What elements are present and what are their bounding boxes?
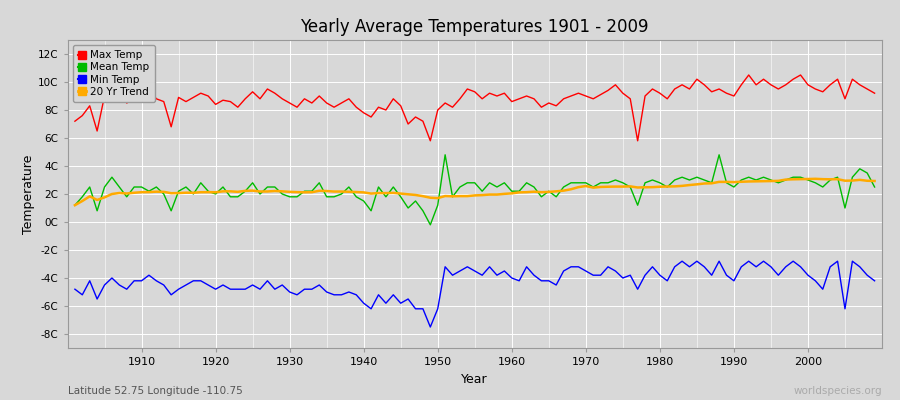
X-axis label: Year: Year xyxy=(462,372,488,386)
Text: Latitude 52.75 Longitude -110.75: Latitude 52.75 Longitude -110.75 xyxy=(68,386,242,396)
Y-axis label: Temperature: Temperature xyxy=(22,154,35,234)
Title: Yearly Average Temperatures 1901 - 2009: Yearly Average Temperatures 1901 - 2009 xyxy=(301,18,649,36)
Text: worldspecies.org: worldspecies.org xyxy=(794,386,882,396)
Legend: Max Temp, Mean Temp, Min Temp, 20 Yr Trend: Max Temp, Mean Temp, Min Temp, 20 Yr Tre… xyxy=(73,45,155,102)
